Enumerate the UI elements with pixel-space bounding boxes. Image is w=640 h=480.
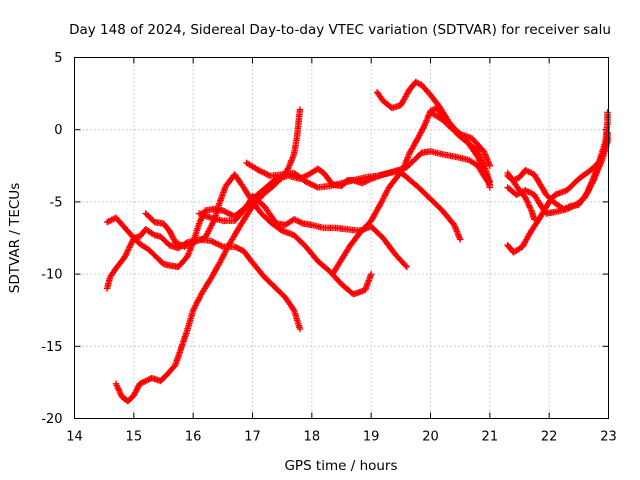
data-point <box>604 135 611 142</box>
y-tick-label: -15 <box>41 340 62 355</box>
series-track-9 <box>427 109 494 185</box>
y-tick-label: -10 <box>41 268 62 283</box>
series-track-7 <box>243 159 464 243</box>
axis-ticks: 14 15 16 17 18 19 20 21 22 23 -20 -15 -10 -5 0 5 <box>41 51 617 445</box>
x-tick-label: 19 <box>363 430 380 445</box>
y-tick-label: 5 <box>54 51 62 66</box>
series-track-5 <box>195 192 411 271</box>
y-tick-label: -5 <box>50 195 63 210</box>
data-point <box>531 215 538 223</box>
y-tick-label: 0 <box>54 123 62 138</box>
data-series <box>103 78 611 405</box>
y-axis-label: SDTVAR / TECUs <box>7 183 23 293</box>
series-track-13 <box>504 169 538 223</box>
data-point <box>403 263 411 271</box>
data-point <box>486 184 494 191</box>
x-tick-label: 20 <box>422 430 439 445</box>
series-track-6 <box>329 104 494 278</box>
x-tick-label: 17 <box>244 430 261 445</box>
series-track-12 <box>504 135 611 217</box>
chart-title: Day 148 of 2024, Sidereal Day-to-day VTE… <box>69 22 611 38</box>
data-point <box>486 162 494 170</box>
data-point <box>296 325 304 333</box>
x-tick-label: 16 <box>185 430 202 445</box>
x-tick-label: 23 <box>600 430 617 445</box>
data-point <box>296 106 304 113</box>
data-point <box>456 236 464 243</box>
x-tick-label: 22 <box>541 430 558 445</box>
series-track-2 <box>112 106 304 405</box>
data-point <box>486 178 494 185</box>
y-tick-label: -20 <box>41 412 62 427</box>
x-tick-label: 15 <box>126 430 143 445</box>
x-axis-label: GPS time / hours <box>284 458 397 474</box>
x-tick-label: 14 <box>66 430 83 445</box>
data-point <box>367 270 375 278</box>
plot-frame <box>74 57 609 419</box>
data-point <box>604 109 611 116</box>
x-tick-label: 18 <box>304 430 321 445</box>
x-tick-label: 21 <box>482 430 499 445</box>
